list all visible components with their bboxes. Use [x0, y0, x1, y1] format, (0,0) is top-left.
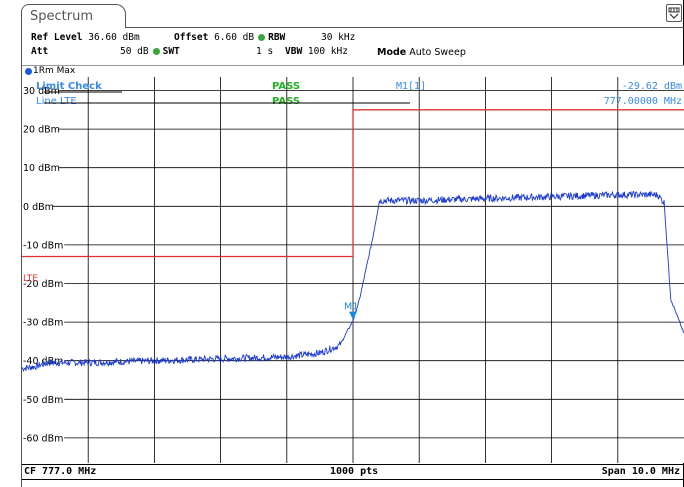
- att-active-icon: [152, 48, 160, 55]
- display-config-icon: [668, 7, 680, 19]
- mode-setting[interactable]: Mode Auto Sweep: [377, 47, 466, 58]
- rbw-setting[interactable]: 30 kHz: [321, 32, 355, 43]
- swt-value-group[interactable]: 1 s: [256, 46, 273, 57]
- marker-m1[interactable]: M1: [344, 302, 358, 320]
- offset-setting[interactable]: Offset 6.60 dB RBW: [174, 32, 285, 43]
- tab-label: Spectrum: [30, 9, 93, 24]
- vbw-label: VBW: [285, 46, 303, 57]
- ref-level-value: 36.60 dBm: [88, 32, 140, 43]
- y-tick-label-6: -30 dBm: [23, 318, 63, 329]
- limit-line-tag: LTE: [23, 274, 38, 284]
- ref-level-setting[interactable]: Ref Level 36.60 dBm: [31, 32, 140, 43]
- y-tick-bg-0: [22, 84, 59, 97]
- rbw-value: 30 kHz: [321, 32, 356, 43]
- vbw-setting[interactable]: VBW 100 kHz: [285, 46, 348, 57]
- y-tick-label-7: -40 dBm: [23, 356, 63, 367]
- trace-label[interactable]: 1Rm Max: [33, 66, 76, 76]
- marker-m1-label: M1: [344, 302, 358, 313]
- y-tick-label-9: -60 dBm: [23, 433, 63, 444]
- status-bar: CF 777.0 MHz 1000 pts Span 10.0 MHz: [22, 464, 684, 479]
- trace-1: [22, 190, 684, 373]
- y-tick-label-0: 30 dBm: [23, 86, 60, 97]
- y-tick-label-3: 0 dBm: [23, 202, 54, 213]
- marker-name: M1[1]: [396, 81, 426, 92]
- y-tick-bg-3: [22, 200, 53, 213]
- limit-line-status: PASS: [272, 96, 300, 107]
- display-config-button[interactable]: [666, 4, 682, 22]
- att-setting[interactable]: Att: [31, 46, 48, 57]
- span-value[interactable]: Span 10.0 MHz: [601, 466, 680, 477]
- spectrum-plot[interactable]: 30 dBm 20 dBm 10 dBm 0 dBm -10 dBm -20 dBm -30…: [22, 77, 684, 463]
- y-tick-label-4: -10 dBm: [23, 240, 63, 251]
- tab-spectrum[interactable]: Spectrum: [21, 4, 126, 28]
- tab-baseline: [126, 27, 684, 28]
- offset-active-icon: [258, 34, 266, 41]
- center-frequency[interactable]: CF 777.0 MHz: [24, 466, 97, 477]
- att-value: 50 dB: [120, 46, 149, 57]
- marker-m1-icon: [349, 311, 357, 320]
- y-tick-bg-5: [22, 277, 65, 290]
- y-tick-label-8: -50 dBm: [23, 395, 63, 406]
- limit-line: [22, 109, 684, 258]
- trace-indicator-icon: [25, 68, 32, 75]
- y-axis-labels: 30 dBm 20 dBm 10 dBm 0 dBm -10 dBm -20 dBm -30…: [22, 84, 65, 444]
- trace-info-bar: 1Rm Max: [22, 65, 684, 77]
- limit-check-label: Limit Check: [36, 81, 102, 92]
- y-tick-label-5: -20 dBm: [23, 279, 63, 290]
- left-border: [21, 27, 22, 487]
- rbw-label: RBW: [268, 32, 286, 43]
- y-tick-bg-4: [22, 238, 65, 251]
- y-tick-label-2: 10 dBm: [23, 163, 60, 174]
- vbw-value: 100 kHz: [307, 46, 348, 57]
- offset-value: 6.60 dB: [214, 32, 255, 43]
- ref-level-label: Ref Level: [31, 32, 83, 43]
- limit-check-status: PASS: [272, 81, 300, 92]
- mode-value: Auto Sweep: [409, 47, 466, 58]
- mode-label: Mode: [377, 47, 407, 58]
- swt-value: 1 s: [256, 46, 274, 57]
- marker-level: -29.62 dBm: [622, 81, 682, 92]
- y-tick-bg-9: [22, 431, 65, 444]
- y-tick-bg-6: [22, 316, 65, 329]
- limit-line-label: Line LTE: [36, 96, 77, 107]
- offset-label: Offset: [174, 32, 209, 43]
- y-tick-bg-2: [22, 161, 59, 174]
- swt-label: SWT: [162, 46, 180, 57]
- trace-line: [22, 190, 684, 373]
- bottom-border: [22, 479, 684, 480]
- marker-frequency: 777.00000 MHz: [604, 96, 682, 107]
- y-tick-label-1: 20 dBm: [23, 125, 60, 136]
- att-label: Att: [31, 46, 49, 57]
- att-value-group[interactable]: 50 dB SWT: [120, 46, 180, 57]
- y-tick-bg-8: [22, 393, 65, 406]
- y-tick-bg-1: [22, 123, 59, 136]
- sweep-points[interactable]: 1000 pts: [330, 466, 379, 477]
